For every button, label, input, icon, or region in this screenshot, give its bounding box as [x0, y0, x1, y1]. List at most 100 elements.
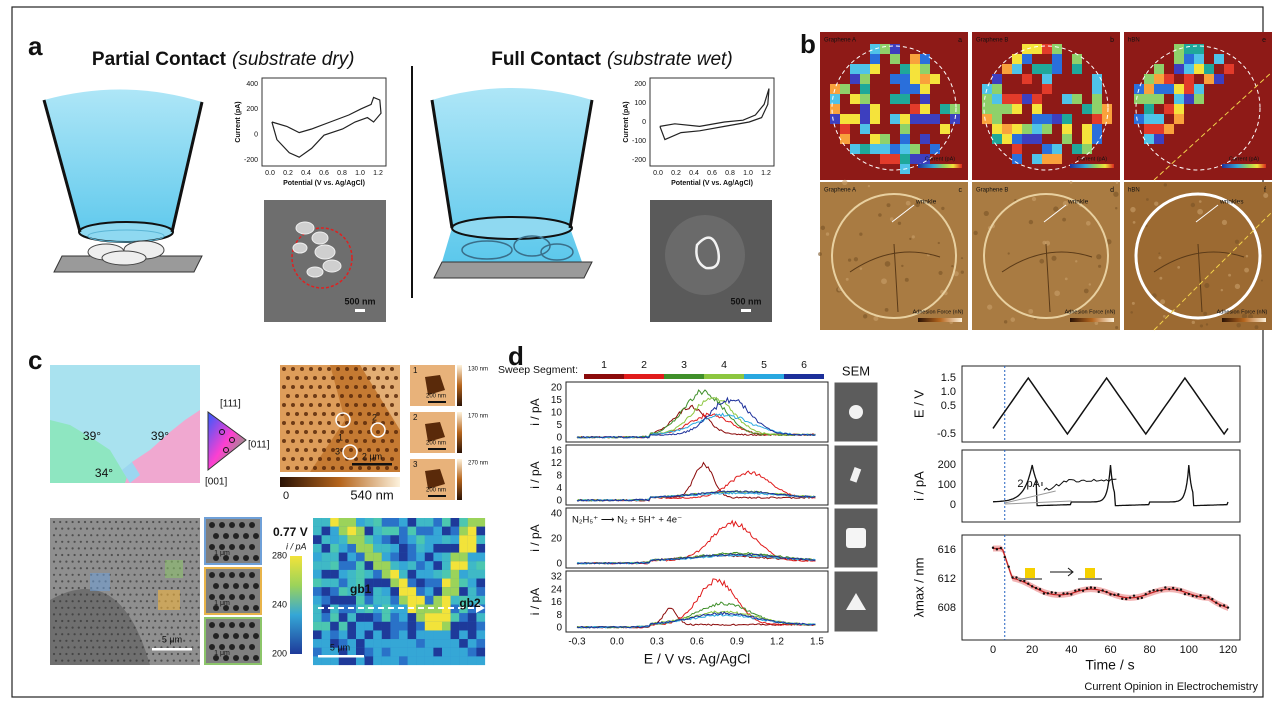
pit — [394, 394, 398, 398]
sem-hole — [179, 620, 181, 622]
wavelength-point — [1054, 592, 1056, 594]
pit — [318, 439, 322, 443]
pit — [309, 367, 313, 371]
map-pixel — [347, 630, 356, 639]
sem-hole — [109, 521, 111, 523]
y-tick-label: 200 — [634, 81, 646, 88]
sem-hole — [146, 600, 148, 602]
sem-hole — [59, 627, 61, 629]
wavelength-point — [992, 547, 994, 549]
wavelength-point — [1148, 590, 1150, 592]
sem-hole — [142, 528, 144, 530]
pit — [309, 385, 313, 389]
sem-hole — [65, 640, 67, 642]
pit — [390, 439, 394, 443]
map-pixel — [1072, 144, 1082, 154]
map-pixel — [425, 622, 434, 631]
map-pixel — [1164, 124, 1174, 134]
sem-hole — [165, 653, 167, 655]
map-pixel — [425, 587, 434, 596]
map-title: Graphene B — [976, 38, 1008, 44]
colorbar-label: Current (pA) — [925, 156, 955, 162]
afm-speckle — [987, 304, 992, 309]
sem-hole — [92, 554, 94, 556]
map-pixel — [399, 535, 408, 544]
sem-hole — [129, 660, 131, 662]
sem-hole — [115, 627, 117, 629]
pit — [295, 430, 299, 434]
pit — [327, 421, 331, 425]
sem-hole — [53, 613, 55, 615]
y-tick-label: 616 — [938, 544, 956, 556]
map-pixel — [900, 134, 910, 144]
sem-hole — [109, 640, 111, 642]
map-pixel — [920, 114, 930, 124]
map-pixel — [468, 656, 477, 665]
plot-frame — [566, 382, 828, 442]
sem-hole — [229, 544, 235, 550]
sem-hole — [158, 587, 160, 589]
sem-hole — [111, 660, 113, 662]
sem-hole — [96, 547, 98, 549]
sem-hole — [189, 561, 191, 563]
pit — [331, 376, 335, 380]
sem-hole — [198, 607, 200, 609]
sem-hole — [80, 633, 82, 635]
sem-hole — [167, 660, 169, 662]
pit — [313, 412, 317, 416]
sem-hole — [167, 528, 169, 530]
afm-speckle — [1051, 256, 1056, 261]
map-pixel — [356, 553, 365, 562]
map-pixel — [382, 553, 391, 562]
map-pixel — [476, 561, 485, 570]
sem-hole — [158, 653, 160, 655]
map-pixel — [900, 94, 910, 104]
pit — [390, 421, 394, 425]
sem-hole — [154, 554, 156, 556]
sem-hole — [72, 587, 74, 589]
sem-hole — [185, 554, 187, 556]
y-tick-label: 10 — [551, 408, 563, 419]
sem-hole — [136, 594, 138, 596]
colorbar-title: i / pA — [286, 541, 307, 551]
sem-hole — [158, 574, 160, 576]
map-pixel — [433, 535, 442, 544]
sem-hole — [183, 613, 185, 615]
sem-hole — [105, 594, 107, 596]
map-pixel — [1022, 94, 1032, 104]
wavelength-point — [1082, 590, 1084, 592]
pit — [354, 439, 358, 443]
map-pixel — [451, 570, 460, 579]
afm-speckle — [1115, 326, 1118, 329]
map-pixel — [416, 579, 425, 588]
y-tick-label: 0 — [556, 496, 562, 507]
pit — [363, 385, 367, 389]
sem-hole — [177, 547, 179, 549]
sem-hole — [55, 620, 57, 622]
sem-hole — [61, 620, 63, 622]
sem-hole — [158, 640, 160, 642]
map-pixel — [382, 630, 391, 639]
map-pixel — [476, 630, 485, 639]
pit — [291, 367, 295, 371]
sem-hole — [223, 633, 229, 639]
sem-hole — [78, 534, 80, 536]
sem-hole — [72, 547, 74, 549]
sem-hole — [249, 572, 255, 578]
map-pixel — [920, 74, 930, 84]
map-pixel — [1012, 144, 1022, 154]
pit — [291, 403, 295, 407]
pit — [345, 385, 349, 389]
sem-hole — [158, 534, 160, 536]
sem-hole — [92, 633, 94, 635]
map-pixel — [1002, 134, 1012, 144]
sem-hole — [177, 587, 179, 589]
sem-hole — [55, 554, 57, 556]
map-pixel — [1102, 104, 1112, 114]
panel-label: a — [28, 31, 43, 61]
wavelength-point — [1098, 591, 1100, 593]
sem-hole — [239, 572, 245, 578]
pit — [322, 466, 326, 470]
sem-hole — [173, 660, 175, 662]
wavelength-point — [1125, 598, 1127, 600]
